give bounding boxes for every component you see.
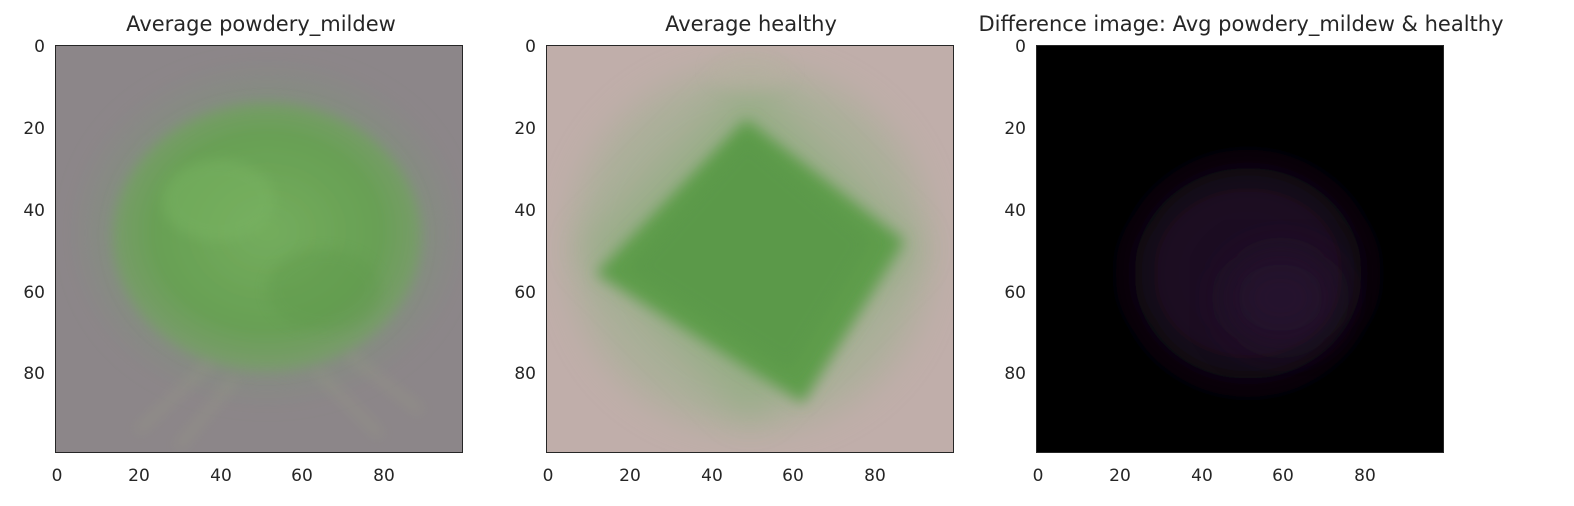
panel-1-leaf <box>112 102 422 371</box>
panel-1-title: Average powdery_mildew <box>126 12 396 36</box>
panel-1-xtick-label: 80 <box>373 466 395 486</box>
panel-3-xtick-label: 60 <box>1272 466 1294 486</box>
panel-3-ytick-label: 60 <box>1004 283 1026 303</box>
panel-1-heatmap-svg <box>56 46 462 452</box>
panel-2-xtick-label: 0 <box>542 466 554 486</box>
panel-1-xtick-label: 20 <box>128 466 150 486</box>
panel-2-xtick-label: 60 <box>782 466 804 486</box>
panel-1-ytick-label: 40 <box>23 201 45 221</box>
panel-3-image <box>1036 45 1444 453</box>
panel-2-ytick-label: 0 <box>525 37 536 57</box>
panel-1-xtick-label: 40 <box>210 466 232 486</box>
panel-3-ytick-label: 40 <box>1004 201 1026 221</box>
panel-3-xtick-label: 0 <box>1032 466 1044 486</box>
panel-1-xtick-label: 0 <box>51 466 63 486</box>
panel-3-title: Difference image: Avg powdery_mildew & h… <box>978 12 1504 36</box>
panel-1-ytick-label: 80 <box>23 364 45 384</box>
panel-1-ytick-label: 20 <box>23 119 45 139</box>
panel-3-heatmap-svg <box>1037 46 1443 452</box>
panel-2-image <box>546 45 954 453</box>
panel-2-ytick-label: 20 <box>514 119 536 139</box>
panel-3-xtick-label: 80 <box>1354 466 1376 486</box>
panel-2-heatmap-svg <box>547 46 953 452</box>
panel-3-xtick-label: 20 <box>1109 466 1131 486</box>
panel-2-ytick-label: 40 <box>514 201 536 221</box>
panel-3-ytick-label: 0 <box>1015 37 1026 57</box>
panel-1-image <box>55 45 463 453</box>
panel-2-title: Average healthy <box>665 12 837 36</box>
panel-1-ytick-label: 60 <box>23 283 45 303</box>
panel-2-xtick-label: 20 <box>619 466 641 486</box>
panel-1-xtick-label: 60 <box>291 466 313 486</box>
panel-2-ytick-label: 60 <box>514 283 536 303</box>
panel-1-ytick-label: 0 <box>34 37 45 57</box>
panel-2-xtick-label: 40 <box>701 466 723 486</box>
panel-3-xtick-label: 40 <box>1191 466 1213 486</box>
panel-2-xtick-label: 80 <box>864 466 886 486</box>
panel-2-ytick-label: 80 <box>514 364 536 384</box>
panel-3-ytick-label: 80 <box>1004 364 1026 384</box>
panel-3-ytick-label: 20 <box>1004 119 1026 139</box>
